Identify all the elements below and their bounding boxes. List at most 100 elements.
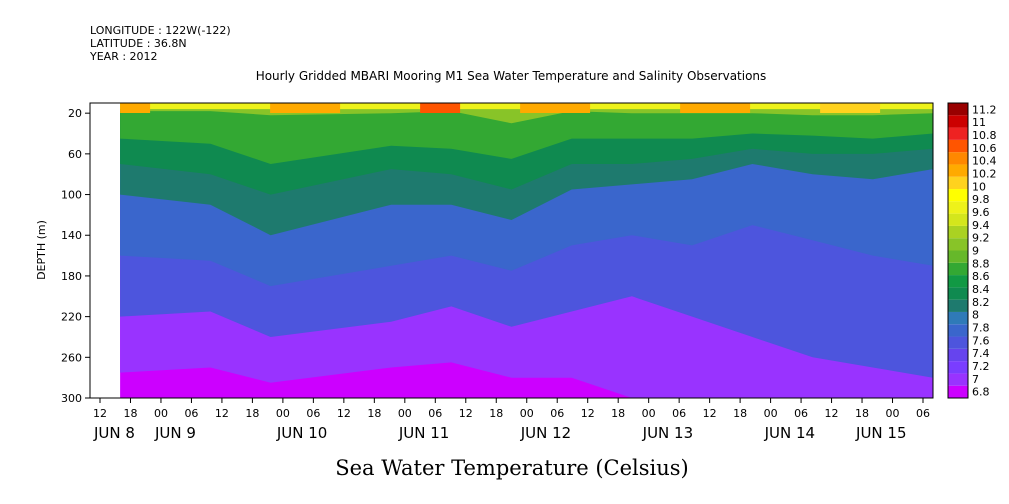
colorbar-swatch (948, 103, 968, 116)
y-axis: 20 60 100 140 180 220 260 300 (61, 107, 90, 405)
x-tick-label: 18 (855, 407, 869, 420)
x-tick-label: 06 (550, 407, 564, 420)
x-day-label: JUN 15 (855, 424, 906, 442)
colorbar-frame (947, 102, 969, 399)
colorbar-swatch (948, 127, 968, 140)
x-tick-label: 06 (916, 407, 930, 420)
colorbar-label: 11.2 (972, 103, 997, 116)
x-tick-label: 00 (520, 407, 534, 420)
colorbar: 6.877.27.47.67.888.28.48.68.899.29.49.69… (947, 102, 997, 399)
colorbar-label: 8.2 (972, 296, 990, 309)
colorbar-label: 6.8 (972, 386, 990, 399)
colorbar-swatch (948, 139, 968, 153)
colorbar-label: 9.2 (972, 232, 990, 245)
colorbar-label: 7.8 (972, 321, 990, 334)
colorbar-label: 9.4 (972, 219, 990, 232)
plot-area (90, 103, 933, 398)
colorbar-swatch (948, 176, 968, 190)
colorbar-label: 10.2 (972, 168, 997, 181)
x-tick-label: 06 (184, 407, 198, 420)
chart-title: Hourly Gridded MBARI Mooring M1 Sea Wate… (256, 69, 767, 83)
x-day-label: JUN 9 (154, 424, 196, 442)
x-tick-label: 00 (642, 407, 656, 420)
colorbar-label: 9.6 (972, 206, 990, 219)
longitude-label: LONGITUDE : 122W(-122) (90, 24, 231, 37)
x-tick-label: 18 (245, 407, 259, 420)
x-day-label: JUN 14 (764, 424, 815, 442)
colorbar-swatch (948, 225, 968, 239)
surface-patch (420, 103, 461, 113)
colorbar-swatch (948, 348, 968, 362)
colorbar-swatch (948, 115, 968, 128)
colorbar-label: 7.2 (972, 360, 990, 373)
x-tick-label: 00 (276, 407, 290, 420)
colorbar-swatch (948, 336, 968, 349)
colorbar-swatch (948, 275, 968, 288)
x-day-label: JUN 11 (398, 424, 449, 442)
colorbar-swatch (948, 373, 968, 386)
x-tick-label: 12 (93, 407, 107, 420)
colorbar-label: 7.4 (972, 347, 990, 360)
y-tick-label: 20 (68, 107, 82, 120)
colorbar-label: 8.6 (972, 270, 990, 283)
colorbar-swatch (948, 164, 968, 177)
x-day-label: JUN 10 (276, 424, 327, 442)
year-label: YEAR : 2012 (89, 50, 158, 63)
colorbar-swatch (948, 250, 968, 263)
x-tick-label: 00 (398, 407, 412, 420)
x-tick-label: 06 (306, 407, 320, 420)
colorbar-title: Sea Water Temperature (Celsius) (335, 456, 689, 480)
surface-patch (680, 103, 751, 113)
x-tick-label: 00 (154, 407, 168, 420)
surface-patch (120, 103, 151, 113)
surface-patch (270, 103, 341, 113)
y-tick-label: 180 (61, 270, 82, 283)
y-tick-label: 300 (61, 392, 82, 405)
colorbar-label: 10.4 (972, 155, 997, 168)
colorbar-swatch (948, 287, 968, 300)
plot-frame (89, 102, 934, 399)
x-tick-label: 18 (611, 407, 625, 420)
colorbar-label: 7.6 (972, 334, 990, 347)
x-tick-label: 18 (123, 407, 137, 420)
x-tick-label: 06 (794, 407, 808, 420)
x-tick-label: 06 (672, 407, 686, 420)
x-tick-label: 12 (459, 407, 473, 420)
x-tick-label: 12 (337, 407, 351, 420)
x-tick-label: 18 (367, 407, 381, 420)
colorbar-swatch (948, 324, 968, 337)
x-day-label: JUN 12 (520, 424, 571, 442)
y-tick-label: 60 (68, 148, 82, 161)
x-tick-label: 12 (825, 407, 839, 420)
colorbar-label: 9.8 (972, 193, 990, 206)
colorbar-swatch (948, 189, 968, 202)
colorbar-swatch (948, 238, 968, 251)
x-tick-label: 12 (215, 407, 229, 420)
colorbar-swatch (948, 201, 968, 214)
colorbar-label: 8 (972, 309, 979, 322)
x-tick-label: 00 (886, 407, 900, 420)
colorbar-swatch (948, 213, 968, 226)
colorbar-swatch (948, 385, 968, 398)
colorbar-swatch (948, 262, 968, 276)
colorbar-label: 11 (972, 116, 986, 129)
y-tick-label: 260 (61, 351, 82, 364)
surface-patch (820, 103, 881, 113)
colorbar-label: 8.8 (972, 257, 990, 270)
x-tick-label: 18 (733, 407, 747, 420)
y-axis-label: DEPTH (m) (35, 220, 48, 280)
x-tick-label: 06 (428, 407, 442, 420)
surface-patch (520, 103, 591, 113)
x-tick-label: 12 (703, 407, 717, 420)
y-tick-label: 220 (61, 311, 82, 324)
colorbar-label: 8.4 (972, 283, 990, 296)
x-day-label: JUN 8 (93, 424, 135, 442)
isotherm-9.0-layer (120, 103, 933, 164)
colorbar-label: 7 (972, 373, 979, 386)
y-tick-label: 100 (61, 189, 82, 202)
colorbar-swatch (948, 299, 968, 312)
x-tick-label: 12 (581, 407, 595, 420)
x-day-label: JUN 13 (642, 424, 693, 442)
x-tick-label: 18 (489, 407, 503, 420)
